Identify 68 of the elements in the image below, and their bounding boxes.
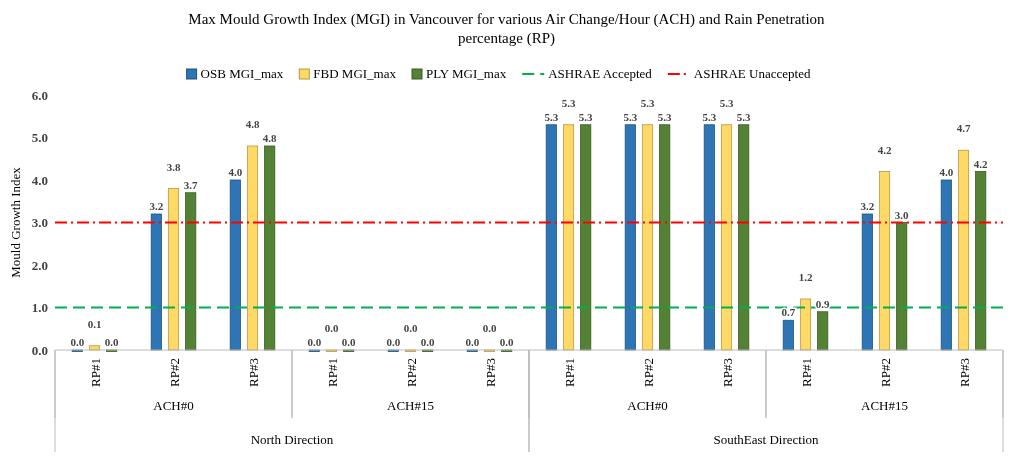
data-label: 4.8: [262, 132, 278, 144]
text: SouthEast Direction: [713, 432, 820, 447]
x-tick-label: RP#1: [561, 358, 577, 387]
y-axis-title: Mould Growth Index: [8, 166, 23, 278]
x-tick-label: RP#2: [166, 358, 182, 387]
y-tick-label: 3.0: [31, 215, 48, 231]
data-label: 3.2: [149, 200, 164, 212]
legend-label: FBD MGI_max: [313, 66, 397, 81]
data-label: 0.0: [386, 336, 401, 348]
data-label: 4.0: [228, 166, 243, 178]
data-label: 4.8: [245, 118, 260, 130]
x-tick-label: RP#3: [719, 358, 735, 387]
data-label: 0.0: [420, 336, 436, 348]
data-label: 3.2: [860, 200, 875, 212]
chart-title: Max Mould Growth Index (MGI) in Vancouver for various Air Change/Hour (ACH) and Rain Penetration percentage (RP): [188, 11, 826, 47]
x-tick-label: RP#1: [324, 358, 340, 387]
data-label: 0.0: [482, 322, 497, 334]
data-label: 0.0: [341, 336, 357, 348]
data-label: 0.0: [324, 322, 339, 334]
y-tick-label: 1.0: [31, 300, 48, 316]
y-tick-label: 6.0: [31, 87, 48, 103]
data-label: 4.2: [973, 157, 989, 170]
data-label: 5.3: [736, 110, 752, 123]
text: ACH#0: [627, 398, 668, 413]
x-tick-label: RP#2: [640, 358, 656, 387]
data-label: 1.2: [798, 271, 813, 283]
data-label: 0.0: [403, 322, 418, 334]
data-label: 5.3: [657, 110, 673, 123]
data-label: 0.7: [781, 306, 796, 319]
y-tick-label: 2.0: [31, 257, 48, 273]
legend-label: ASHRAE Accepted: [548, 66, 653, 81]
data-label: 5.3: [719, 96, 734, 109]
x-tick-label: RP#1: [87, 358, 103, 387]
data-label: 5.3: [702, 110, 717, 123]
text: ACH#15: [387, 398, 434, 413]
legend-label: ASHRAE Unaccepted: [693, 66, 811, 81]
x-tick-label: RP#3: [956, 358, 972, 387]
data-label: 0.0: [499, 336, 515, 348]
y-tick-label: 0.0: [31, 342, 48, 358]
data-label: 4.2: [877, 143, 892, 156]
data-label: 0.0: [70, 336, 85, 348]
text: ACH#15: [861, 398, 908, 413]
x-tick-label: RP#1: [798, 358, 814, 387]
data-label: 3.0: [894, 208, 910, 221]
data-label: 0.0: [104, 336, 120, 348]
data-label: 5.3: [544, 110, 559, 123]
data-label: 5.3: [578, 110, 594, 123]
data-label: 5.3: [561, 96, 576, 109]
data-label: 3.7: [183, 178, 199, 191]
data-label: 5.3: [640, 96, 655, 109]
text: North Direction: [250, 432, 334, 447]
legend-label: OSB MGI_max: [200, 66, 284, 81]
x-tick-label: RP#3: [482, 358, 498, 387]
data-label: 5.3: [623, 110, 638, 123]
y-tick-label: 4.0: [31, 172, 48, 188]
legend-label: PLY MGI_max: [425, 66, 507, 81]
data-label: 4.0: [939, 166, 954, 178]
data-label: 4.7: [956, 122, 971, 135]
data-label: 0.1: [87, 317, 102, 330]
data-label: 3.8: [166, 160, 181, 173]
data-label: 0.0: [465, 336, 480, 348]
text: ACH#0: [153, 398, 194, 413]
x-tick-label: RP#2: [877, 358, 893, 387]
y-tick-label: 5.0: [31, 130, 48, 146]
data-label: 0.9: [815, 297, 831, 310]
data-label: 0.0: [307, 336, 322, 348]
x-tick-label: RP#2: [403, 358, 419, 387]
x-tick-label: RP#3: [245, 358, 261, 387]
